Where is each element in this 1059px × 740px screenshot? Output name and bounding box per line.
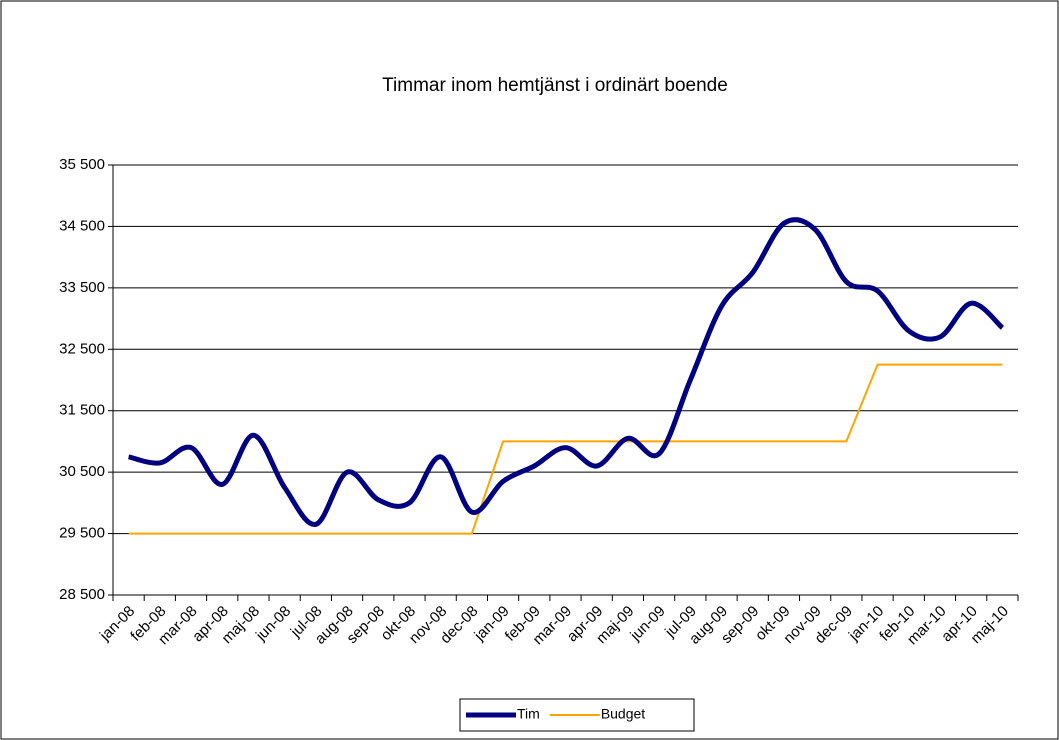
series-line <box>128 363 1003 535</box>
y-tick-label: 33 500 <box>59 279 105 296</box>
y-tick-label: 29 500 <box>59 525 105 542</box>
legend-label: Tim <box>517 706 540 722</box>
y-tick-label: 28 500 <box>59 586 105 603</box>
y-tick-label: 30 500 <box>59 463 105 480</box>
legend-label: Budget <box>601 706 645 722</box>
legend: Tim Budget <box>459 698 695 732</box>
y-tick-label: 35 500 <box>59 156 105 173</box>
chart-title: Timmar inom hemtjänst i ordinärt boende <box>382 75 728 96</box>
y-tick-label: 32 500 <box>59 340 105 357</box>
series-line <box>127 217 1005 527</box>
y-tick-label: 34 500 <box>59 217 105 234</box>
y-tick-label: 31 500 <box>59 402 105 419</box>
